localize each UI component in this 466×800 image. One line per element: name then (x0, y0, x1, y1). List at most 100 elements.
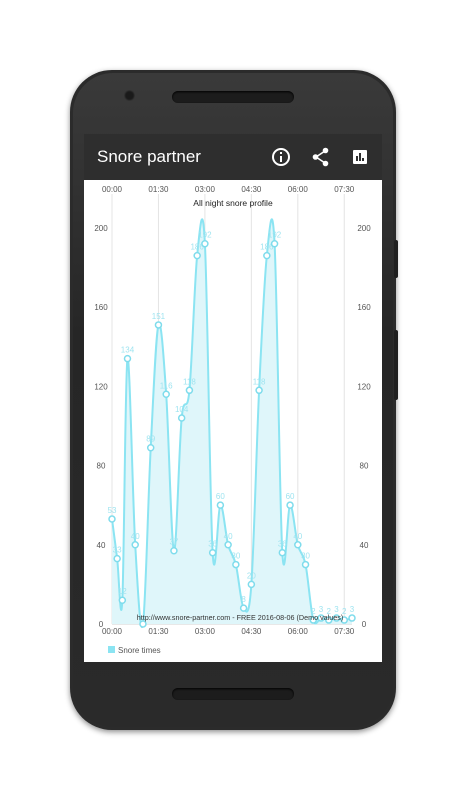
volume-button (394, 330, 398, 400)
app-screen: Snore partner (84, 134, 382, 662)
data-label: 30 (231, 552, 240, 561)
x-tick-label-top: 01:30 (148, 185, 169, 194)
x-tick-label-bottom: 03:00 (195, 627, 216, 636)
top-speaker (172, 91, 294, 103)
data-label: 134 (121, 346, 135, 355)
data-label: 8 (241, 595, 246, 604)
data-point (185, 386, 194, 395)
x-tick-label-bottom: 06:00 (288, 627, 309, 636)
data-label: 186 (260, 243, 274, 252)
bottom-speaker (172, 688, 294, 700)
data-label: 33 (113, 546, 122, 555)
data-point (332, 614, 341, 622)
data-point (340, 616, 349, 624)
data-label: 118 (183, 377, 196, 386)
y-tick-label-right: 200 (357, 224, 371, 233)
data-point (239, 604, 248, 612)
data-point (170, 546, 178, 555)
power-button (394, 240, 398, 278)
data-label: 192 (268, 231, 282, 240)
data-point (317, 614, 325, 622)
app-title: Snore partner (97, 147, 201, 166)
y-tick-label-left: 40 (97, 541, 106, 550)
series-area (112, 219, 352, 628)
data-point (177, 414, 186, 422)
x-tick-label-top: 00:00 (102, 185, 123, 194)
app-bar: Snore partner (84, 134, 382, 180)
data-label: 2 (342, 607, 347, 616)
x-tick-label-bottom: 07:30 (334, 627, 355, 636)
data-point (139, 620, 147, 628)
data-point (247, 580, 256, 589)
y-tick-label-left: 120 (94, 382, 108, 391)
front-camera (124, 90, 135, 101)
y-tick-label-right: 80 (360, 462, 369, 471)
data-label: 3 (334, 605, 339, 614)
data-label: 60 (216, 492, 225, 501)
y-tick-label-right: 0 (362, 620, 367, 629)
data-point (113, 554, 121, 563)
data-label: 116 (160, 381, 173, 390)
data-point (348, 614, 356, 622)
y-tick-label-right: 120 (357, 382, 371, 391)
data-label: 118 (253, 377, 266, 386)
data-point (123, 354, 132, 363)
data-label: 12 (118, 587, 127, 596)
data-point (278, 548, 287, 557)
data-point (224, 541, 232, 549)
data-point (208, 548, 217, 557)
x-tick-label-top: 04:30 (241, 185, 262, 194)
data-label: 2 (311, 607, 316, 616)
data-point (301, 560, 310, 569)
x-tick-label-top: 07:30 (334, 185, 355, 194)
data-point (108, 515, 116, 523)
chart-title: All night snore profile (193, 198, 273, 208)
data-point (216, 501, 225, 509)
data-label: 30 (301, 552, 310, 561)
x-tick-label-bottom: 04:30 (241, 627, 262, 636)
data-point (118, 596, 127, 604)
data-label: 3 (319, 605, 324, 614)
data-point (286, 501, 294, 509)
x-tick-label-top: 06:00 (288, 185, 309, 194)
share-icon[interactable] (309, 145, 333, 169)
data-label: 40 (131, 532, 140, 541)
snore-chart[interactable]: 00:00 00:00 01:30 01:30 03:00 03:00 04:30 04:30… (90, 180, 376, 658)
data-label: 37 (169, 538, 178, 547)
bar-chart-icon[interactable] (348, 145, 372, 169)
data-label: 186 (190, 243, 204, 252)
data-label: 40 (224, 532, 233, 541)
x-tick-label-top: 03:00 (195, 185, 216, 194)
data-label: 89 (146, 435, 155, 444)
data-label: 20 (247, 571, 256, 580)
data-point (201, 239, 209, 248)
data-point (294, 541, 302, 549)
legend-swatch (108, 646, 115, 653)
data-label: 104 (175, 405, 189, 414)
info-icon[interactable] (269, 145, 293, 169)
data-point (263, 251, 271, 260)
y-tick-label-left: 80 (97, 462, 106, 471)
x-tick-label-bottom: 00:00 (102, 627, 123, 636)
data-label: 60 (286, 492, 295, 501)
data-label: 3 (350, 605, 355, 614)
data-label: 40 (293, 532, 302, 541)
data-point (325, 616, 333, 624)
data-label: 36 (208, 540, 217, 549)
data-point (309, 616, 318, 624)
y-tick-label-left: 200 (94, 224, 108, 233)
data-point (131, 541, 139, 549)
chart-footer: http://www.snore-partner.com - FREE 2016… (137, 613, 344, 622)
data-point (193, 251, 201, 260)
data-label: 2 (327, 607, 332, 616)
data-label: 53 (108, 506, 117, 515)
x-tick-label-bottom: 01:30 (148, 627, 169, 636)
y-tick-label-right: 160 (357, 303, 371, 312)
data-point (154, 321, 163, 329)
data-point (146, 443, 155, 452)
legend-label: Snore times (118, 646, 161, 655)
chart-area[interactable]: 00:00 00:00 01:30 01:30 03:00 03:00 04:30 04:30… (90, 180, 376, 658)
y-tick-label-left: 0 (99, 620, 104, 629)
data-label: 36 (278, 540, 287, 549)
data-point (232, 560, 240, 569)
